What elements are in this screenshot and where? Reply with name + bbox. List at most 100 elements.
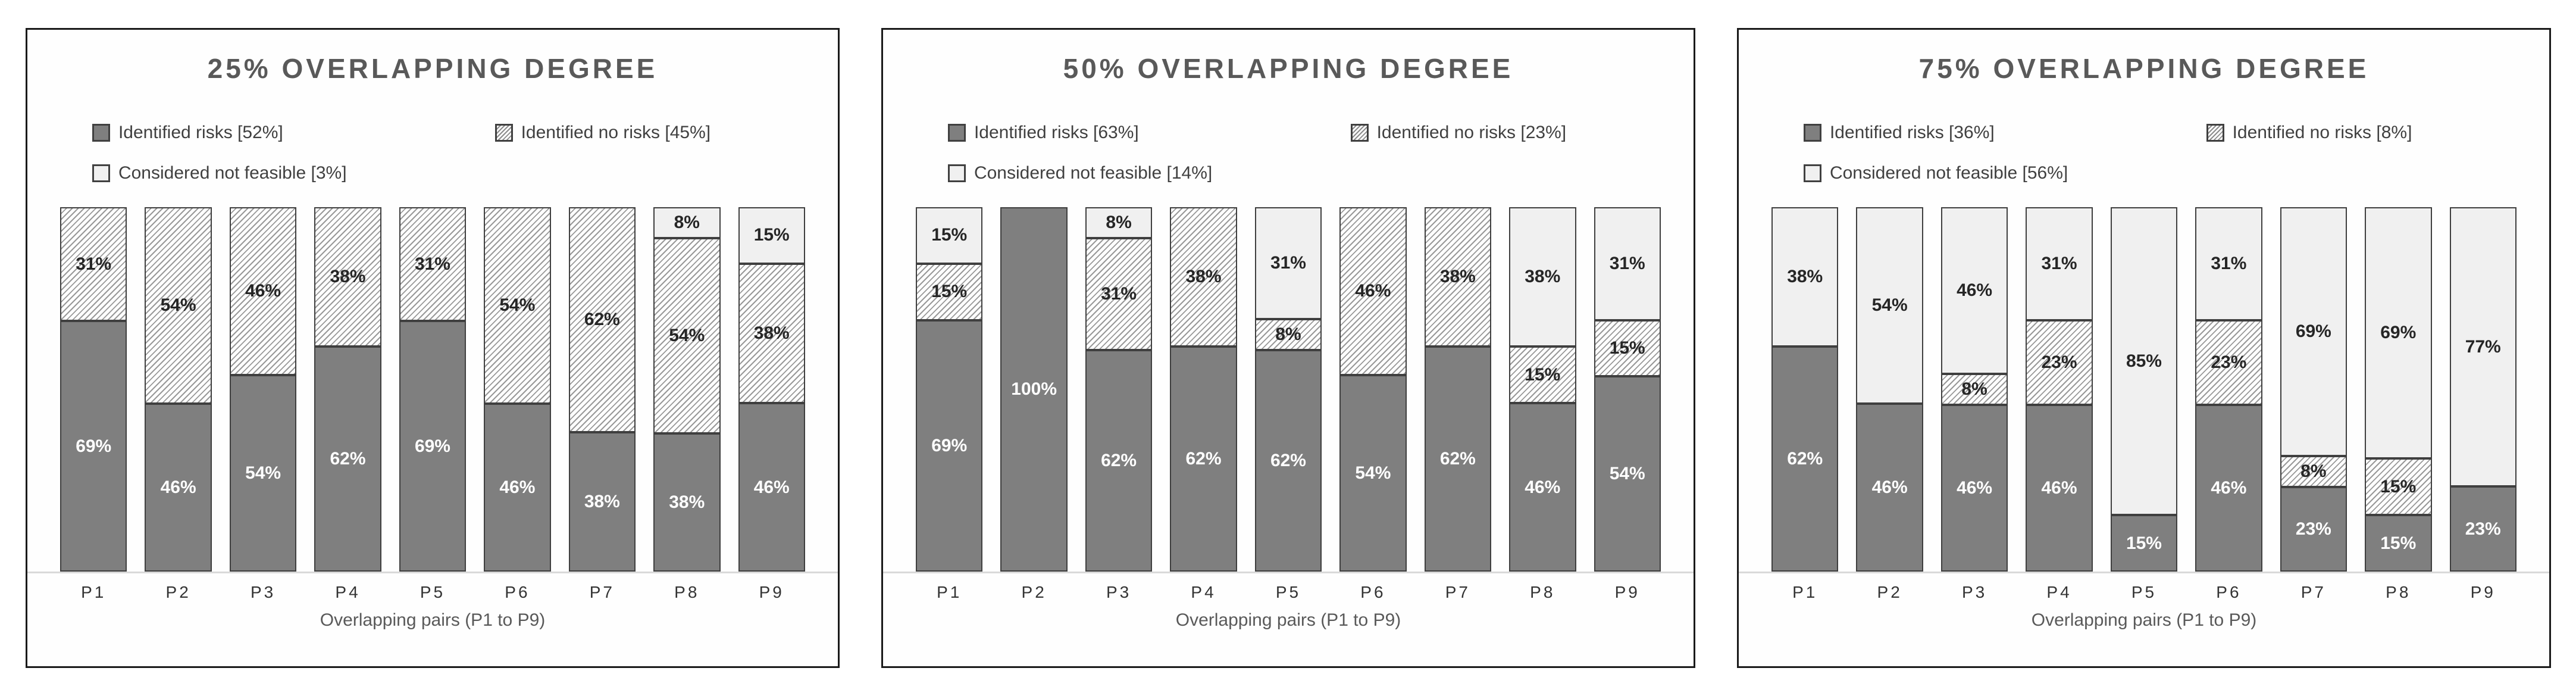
legend-swatch-identified-no-risks bbox=[2206, 124, 2224, 142]
bar-p1-segment-considered-not-feasible: 15% bbox=[916, 207, 983, 264]
bar-value-label: 69% bbox=[2295, 321, 2331, 341]
bar-p5-segment-considered-not-feasible: 85% bbox=[2110, 207, 2178, 516]
bar-p5: 15% 85% bbox=[2110, 207, 2178, 572]
legend-label-identified-no-risks: Identified no risks [8%] bbox=[2232, 123, 2412, 142]
bar-p7-segment-identified-no-risks: 8% bbox=[2280, 456, 2347, 487]
bar-p1-segment-identified-no-risks: 15% bbox=[916, 263, 983, 320]
x-tick-p7: P7 bbox=[2300, 583, 2326, 601]
bar-value-label: 46% bbox=[1871, 477, 1908, 498]
legend-item-identified-risks: Identified risks [63%] bbox=[947, 123, 1351, 143]
bar-value-label: 31% bbox=[2211, 254, 2247, 273]
bar-p3: 46% 8% 46% bbox=[1940, 207, 2008, 572]
bar-value-label: 62% bbox=[1185, 448, 1222, 469]
legend-item-identified-risks: Identified risks [52%] bbox=[92, 123, 495, 143]
x-tick-p3: P3 bbox=[1106, 583, 1132, 601]
bar-value-label: 15% bbox=[931, 225, 968, 245]
bar-value-label: 23% bbox=[2295, 519, 2331, 539]
bar-value-label: 54% bbox=[499, 295, 536, 316]
bar-p6: 54% 46% bbox=[1339, 207, 1407, 572]
legend-swatch-identified-no-risks bbox=[1350, 124, 1369, 142]
bar-value-label: 31% bbox=[1609, 254, 1645, 273]
bar-p6-segment-identified-risks: 54% bbox=[1339, 374, 1407, 572]
bar-p8-segment-identified-no-risks: 15% bbox=[2365, 458, 2432, 516]
legend-swatch-identified-risks bbox=[92, 124, 110, 142]
bar-p7-segment-identified-no-risks: 38% bbox=[1424, 207, 1492, 346]
bar-value-label: 46% bbox=[499, 477, 536, 498]
bar-value-label: 54% bbox=[1871, 295, 1908, 316]
bar-p7-segment-identified-no-risks: 62% bbox=[568, 207, 636, 433]
bar-value-label: 23% bbox=[2211, 352, 2247, 372]
chart-panel-1: 25% OVERLAPPING DEGREE Identified risks [… bbox=[26, 28, 840, 668]
bar-p7-segment-identified-risks: 62% bbox=[1424, 346, 1492, 572]
x-tick-p3: P3 bbox=[250, 583, 276, 601]
bar-value-label: 100% bbox=[1011, 379, 1057, 399]
bar-p8-segment-considered-not-feasible: 69% bbox=[2365, 207, 2432, 459]
x-tick-p4: P4 bbox=[2046, 583, 2072, 601]
bar-value-label: 46% bbox=[1525, 477, 1561, 497]
bar-value-label: 46% bbox=[2211, 478, 2247, 498]
x-axis-title: Overlapping pairs (P1 to P9) bbox=[320, 610, 546, 630]
bar-value-label: 62% bbox=[1101, 450, 1137, 470]
x-tick-p9: P9 bbox=[2470, 583, 2496, 601]
bar-p2-segment-identified-risks: 46% bbox=[1856, 404, 1923, 572]
bar-value-label: 38% bbox=[1525, 267, 1561, 287]
bar-value-label: 31% bbox=[1101, 283, 1137, 304]
bar-p3-segment-identified-risks: 46% bbox=[1940, 405, 2008, 572]
legend-item-considered-not-feasible: Considered not feasible [14%] bbox=[947, 163, 1351, 183]
bar-p1-segment-identified-risks: 69% bbox=[60, 321, 127, 572]
bar-p7: 38% 62% bbox=[568, 207, 636, 572]
x-tick-p1: P1 bbox=[937, 583, 962, 601]
bar-p6-segment-identified-no-risks: 23% bbox=[2195, 320, 2262, 405]
bar-p9-segment-identified-no-risks: 38% bbox=[738, 263, 805, 404]
bar-p4-segment-identified-risks: 62% bbox=[314, 346, 381, 572]
bar-p7: 23% 8% 69% bbox=[2280, 207, 2347, 572]
bar-p3-segment-considered-not-feasible: 46% bbox=[1940, 207, 2008, 374]
bar-value-label: 69% bbox=[414, 436, 450, 456]
bar-value-label: 15% bbox=[1525, 364, 1561, 385]
x-axis-ticks: P1 P2 P3 P4 P5 P6 P7 P8 P9 bbox=[27, 583, 838, 602]
bar-value-label: 8% bbox=[1106, 212, 1132, 232]
x-tick-p8: P8 bbox=[674, 583, 700, 601]
bar-value-label: 69% bbox=[931, 435, 968, 455]
bar-p3-segment-considered-not-feasible: 8% bbox=[1085, 207, 1153, 238]
bar-p1: 62% 38% bbox=[1771, 207, 1839, 572]
x-tick-p3: P3 bbox=[1961, 583, 1987, 601]
bar-p6: 46% 54% bbox=[484, 207, 551, 572]
legend-swatch-identified-risks bbox=[947, 124, 966, 142]
bar-value-label: 31% bbox=[1270, 253, 1306, 273]
bar-value-label: 62% bbox=[1787, 448, 1823, 469]
bar-value-label: 85% bbox=[2126, 351, 2162, 371]
bar-p8-segment-identified-no-risks: 15% bbox=[1509, 346, 1576, 404]
bar-value-label: 31% bbox=[414, 254, 450, 274]
x-tick-p6: P6 bbox=[1360, 583, 1386, 601]
bar-p3: 54% 46% bbox=[229, 207, 297, 572]
chart-title: 75% OVERLAPPING DEGREE bbox=[1918, 53, 2370, 84]
bar-p4-segment-identified-risks: 62% bbox=[1170, 346, 1237, 572]
bar-p9-segment-considered-not-feasible: 31% bbox=[1594, 207, 1661, 320]
x-tick-p7: P7 bbox=[1445, 583, 1470, 601]
bar-p9: 54% 15% 31% bbox=[1594, 207, 1661, 572]
legend-item-identified-no-risks: Identified no risks [45%] bbox=[494, 123, 838, 143]
bar-p8-segment-considered-not-feasible: 38% bbox=[1509, 207, 1576, 347]
bar-p1-segment-considered-not-feasible: 38% bbox=[1771, 207, 1839, 346]
bar-p2: 46% 54% bbox=[1856, 207, 1923, 572]
x-tick-p6: P6 bbox=[2216, 583, 2242, 601]
bar-p8-segment-identified-risks: 38% bbox=[653, 433, 721, 572]
bar-p6-segment-identified-risks: 46% bbox=[484, 404, 551, 572]
bar-p2: 46% 54% bbox=[145, 207, 212, 572]
bar-p5-segment-identified-risks: 62% bbox=[1254, 349, 1322, 572]
bar-p5-segment-identified-risks: 69% bbox=[399, 321, 467, 572]
bar-p9-segment-considered-not-feasible: 15% bbox=[738, 207, 805, 264]
x-tick-p5: P5 bbox=[420, 583, 446, 601]
bar-p5-segment-identified-no-risks: 31% bbox=[399, 207, 467, 321]
bar-p2-segment-considered-not-feasible: 54% bbox=[1856, 207, 1923, 404]
bar-value-label: 54% bbox=[1355, 463, 1391, 483]
legend-item-identified-no-risks: Identified no risks [23%] bbox=[1350, 123, 1694, 143]
bar-value-label: 54% bbox=[160, 295, 196, 316]
x-tick-p4: P4 bbox=[1191, 583, 1216, 601]
bar-value-label: 54% bbox=[669, 326, 705, 345]
bar-p4-segment-considered-not-feasible: 31% bbox=[2026, 207, 2093, 320]
x-tick-p8: P8 bbox=[2386, 583, 2411, 601]
bar-p2-segment-identified-risks: 100% bbox=[1000, 207, 1068, 572]
